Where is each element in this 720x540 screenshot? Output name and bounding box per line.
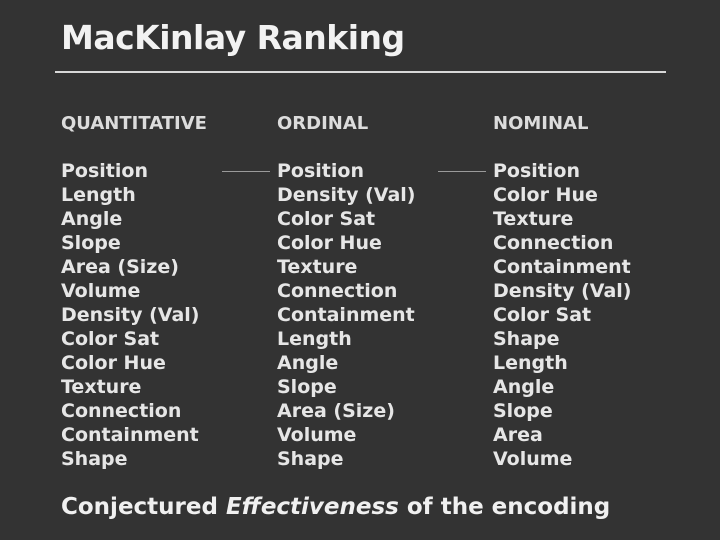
- ranking-item: Color Sat: [493, 304, 592, 326]
- ranking-item: Area: [493, 424, 543, 446]
- slide-title: MacKinlay Ranking: [61, 18, 405, 57]
- ranking-item: Area (Size): [61, 256, 179, 278]
- column-ordinal: ORDINAL Position Density (Val) Color Sat Col…: [277, 112, 415, 471]
- ranking-item: Containment: [61, 424, 199, 446]
- column-nominal: NOMINAL Position Color Hue Texture Connectio…: [493, 112, 631, 471]
- ranking-item: Texture: [493, 208, 574, 230]
- ranking-item: Angle: [277, 352, 339, 374]
- slide-caption: Conjectured Effectiveness of the encodin…: [61, 494, 610, 520]
- ranking-item: Color Hue: [277, 232, 382, 254]
- column-header: NOMINAL: [493, 113, 589, 134]
- ranking-item: Density (Val): [277, 184, 416, 206]
- ranking-item: Color Hue: [61, 352, 166, 374]
- ranking-item: Position: [277, 160, 364, 182]
- ranking-item: Shape: [277, 448, 344, 470]
- title-divider: [55, 71, 666, 73]
- position-connector-line: [222, 171, 270, 172]
- column-header: QUANTITATIVE: [61, 113, 207, 134]
- ranking-item: Length: [61, 184, 136, 206]
- ranking-item: Texture: [61, 376, 142, 398]
- ranking-item: Shape: [61, 448, 128, 470]
- ranking-item: Area (Size): [277, 400, 395, 422]
- ranking-item: Texture: [277, 256, 358, 278]
- column-quantitative: QUANTITATIVE Position Length Angle Slope Area…: [61, 112, 207, 471]
- ranking-item: Position: [493, 160, 580, 182]
- ranking-item: Slope: [493, 400, 553, 422]
- ranking-item: Connection: [493, 232, 614, 254]
- ranking-item: Angle: [493, 376, 555, 398]
- ranking-item: Connection: [277, 280, 398, 302]
- caption-emphasis: Effectiveness: [225, 494, 399, 520]
- ranking-item: Position: [61, 160, 148, 182]
- ranking-item: Density (Val): [493, 280, 632, 302]
- ranking-item: Volume: [277, 424, 357, 446]
- caption-text: Conjectured: [61, 494, 226, 520]
- ranking-item: Containment: [493, 256, 631, 278]
- position-connector-line: [438, 171, 486, 172]
- ranking-item: Slope: [61, 232, 121, 254]
- caption-text: of the encoding: [398, 494, 611, 520]
- ranking-item: Length: [493, 352, 568, 374]
- ranking-item: Angle: [61, 208, 123, 230]
- ranking-item: Connection: [61, 400, 182, 422]
- ranking-item: Color Sat: [61, 328, 160, 350]
- ranking-item: Slope: [277, 376, 337, 398]
- ranking-item: Containment: [277, 304, 415, 326]
- ranking-item: Shape: [493, 328, 560, 350]
- ranking-item: Color Hue: [493, 184, 598, 206]
- ranking-item: Volume: [493, 448, 573, 470]
- ranking-item: Length: [277, 328, 352, 350]
- ranking-item: Color Sat: [277, 208, 376, 230]
- ranking-item: Density (Val): [61, 304, 200, 326]
- ranking-item: Volume: [61, 280, 141, 302]
- column-header: ORDINAL: [277, 113, 369, 134]
